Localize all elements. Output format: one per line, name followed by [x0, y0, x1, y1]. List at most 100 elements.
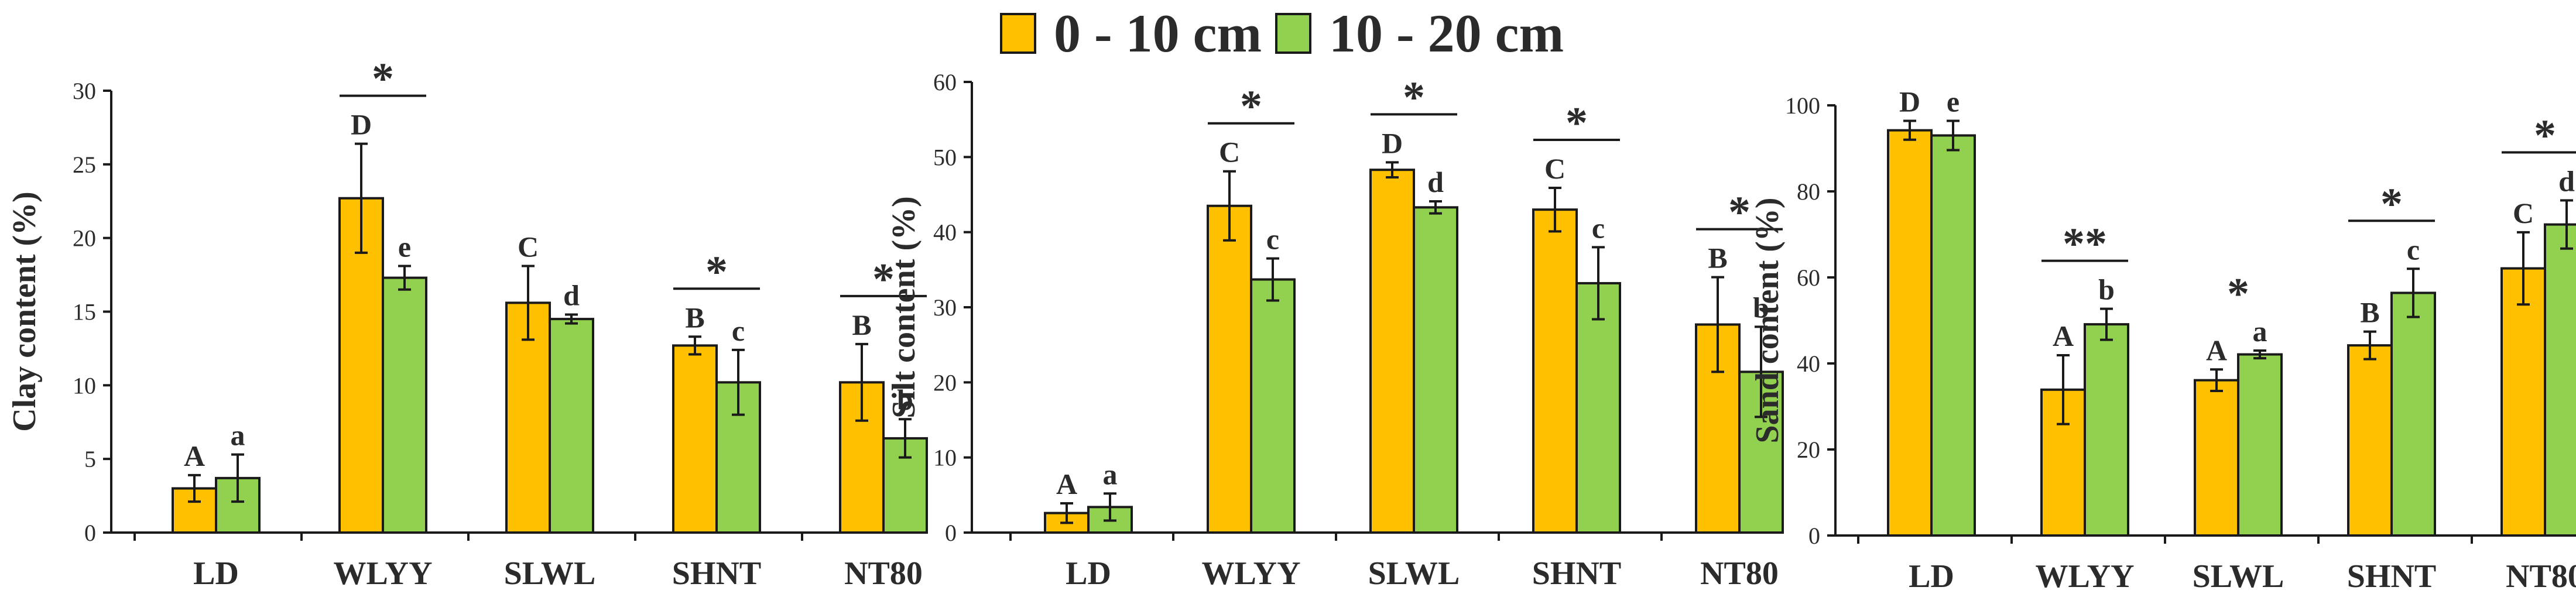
significance-letter: D: [1382, 126, 1403, 159]
bar: [1930, 134, 1976, 537]
y-tick-label: 30: [73, 78, 96, 104]
legend-label-0-10cm: 0 - 10 cm: [1054, 4, 1262, 63]
significance-star: *: [872, 255, 895, 304]
y-tick-label: 20: [73, 225, 96, 252]
bar: [2237, 353, 2283, 537]
y-tick-label: 60: [1797, 265, 1820, 291]
x-category-label: SLWL: [2193, 558, 2284, 595]
significance-letter: a: [231, 419, 245, 452]
silt-content-chart: 0 10 20 30 40 50 60 Silt content (%) LD A a WLYY Cc *…: [886, 69, 1784, 592]
significance-letter: D: [1899, 85, 1920, 118]
y-tick-label: 60: [933, 69, 957, 95]
y-tick-label: 100: [1785, 92, 1820, 119]
significance-letter: c: [1592, 211, 1605, 244]
legend-swatch-10-20cm: [1275, 13, 1311, 54]
y-axis-label: Sand content (%): [1749, 197, 1786, 443]
bar: [2194, 379, 2239, 537]
bar: [549, 318, 594, 534]
significance-letter: A: [184, 440, 205, 472]
significance-letter: A: [2053, 320, 2074, 352]
significance-letter: C: [518, 230, 539, 263]
bar: [2084, 323, 2129, 537]
bar: [1887, 129, 1933, 537]
significance-star: *: [705, 247, 728, 296]
legend-swatch-0-10cm: [1000, 13, 1036, 54]
significance-star: *: [2227, 269, 2249, 318]
significance-star: *: [2380, 179, 2403, 228]
significance-letter: B: [852, 308, 871, 341]
y-axis-label: Clay content (%): [6, 191, 43, 432]
bar: [1575, 282, 1621, 534]
significance-letter: A: [1056, 468, 1077, 500]
x-category-label: WLYY: [1201, 555, 1300, 592]
bar: [1369, 169, 1415, 534]
significance-letter: b: [1753, 291, 1769, 324]
legend: 0 - 10 cm 10 - 20 cm: [1000, 4, 1564, 63]
bar: [2390, 291, 2436, 537]
significance-star: *: [1240, 82, 1262, 131]
bar: [382, 276, 427, 534]
x-category-label: WLYY: [333, 555, 432, 592]
significance-letter: C: [1219, 136, 1240, 169]
legend-label-10-20cm: 10 - 20 cm: [1329, 4, 1564, 63]
y-axis-label: Silt content (%): [886, 196, 922, 418]
significance-letter: c: [1266, 223, 1279, 256]
significance-letter: B: [2360, 296, 2379, 329]
x-category-label: SHNT: [1532, 555, 1622, 592]
y-tick-label: 0: [945, 520, 957, 546]
y-tick-label: 10: [933, 445, 957, 471]
significance-letter: e: [1947, 85, 1960, 118]
y-tick-label: 5: [84, 446, 96, 472]
x-category-label: SHNT: [2347, 558, 2437, 595]
significance-star: *: [2534, 111, 2556, 160]
significance-letter: d: [2558, 164, 2575, 197]
x-category-label: SLWL: [504, 555, 596, 592]
significance-letter: C: [2513, 197, 2534, 229]
significance-letter: A: [2206, 334, 2227, 366]
significance-letter: b: [897, 383, 913, 416]
significance-letter: c: [732, 314, 745, 347]
x-category-label: NT80: [1700, 555, 1779, 592]
bar: [1250, 278, 1296, 534]
y-tick-label: 25: [73, 152, 96, 178]
significance-letter: B: [685, 301, 704, 334]
y-tick-label: 0: [1808, 523, 1820, 549]
x-category-label: SHNT: [672, 555, 762, 592]
bar: [338, 197, 384, 534]
bar: [1413, 206, 1458, 534]
y-tick-label: 10: [73, 372, 96, 399]
y-tick-label: 0: [84, 520, 96, 546]
significance-star: *: [1403, 73, 1425, 122]
y-tick-label: 50: [933, 144, 957, 170]
significance-star: *: [1566, 98, 1588, 147]
significance-letter: d: [563, 279, 580, 312]
significance-letter: e: [398, 230, 411, 263]
y-tick-label: 30: [933, 294, 957, 321]
significance-letter: c: [2407, 233, 2420, 266]
bar: [672, 344, 718, 534]
bar: [2544, 223, 2576, 537]
x-category-label: LD: [1909, 558, 1954, 595]
significance-letter: a: [2253, 315, 2267, 348]
significance-letter: C: [1544, 152, 1566, 185]
significance-letter: D: [351, 108, 372, 141]
x-category-label: NT80: [844, 555, 923, 592]
y-tick-label: 40: [933, 219, 957, 246]
x-category-label: SLWL: [1368, 555, 1460, 592]
y-tick-label: 80: [1797, 179, 1820, 205]
bar: [505, 301, 551, 534]
significance-star: **: [2063, 219, 2107, 269]
significance-letter: a: [1103, 458, 1118, 490]
bar: [215, 476, 261, 534]
x-category-label: LD: [193, 555, 239, 592]
significance-letter: B: [1708, 242, 1727, 274]
significance-star: *: [1728, 188, 1751, 237]
y-tick-label: 20: [933, 369, 957, 396]
x-category-label: WLYY: [2035, 558, 2134, 595]
significance-letter: b: [2098, 273, 2115, 306]
bar: [1532, 208, 1578, 534]
significance-star: *: [372, 54, 394, 104]
